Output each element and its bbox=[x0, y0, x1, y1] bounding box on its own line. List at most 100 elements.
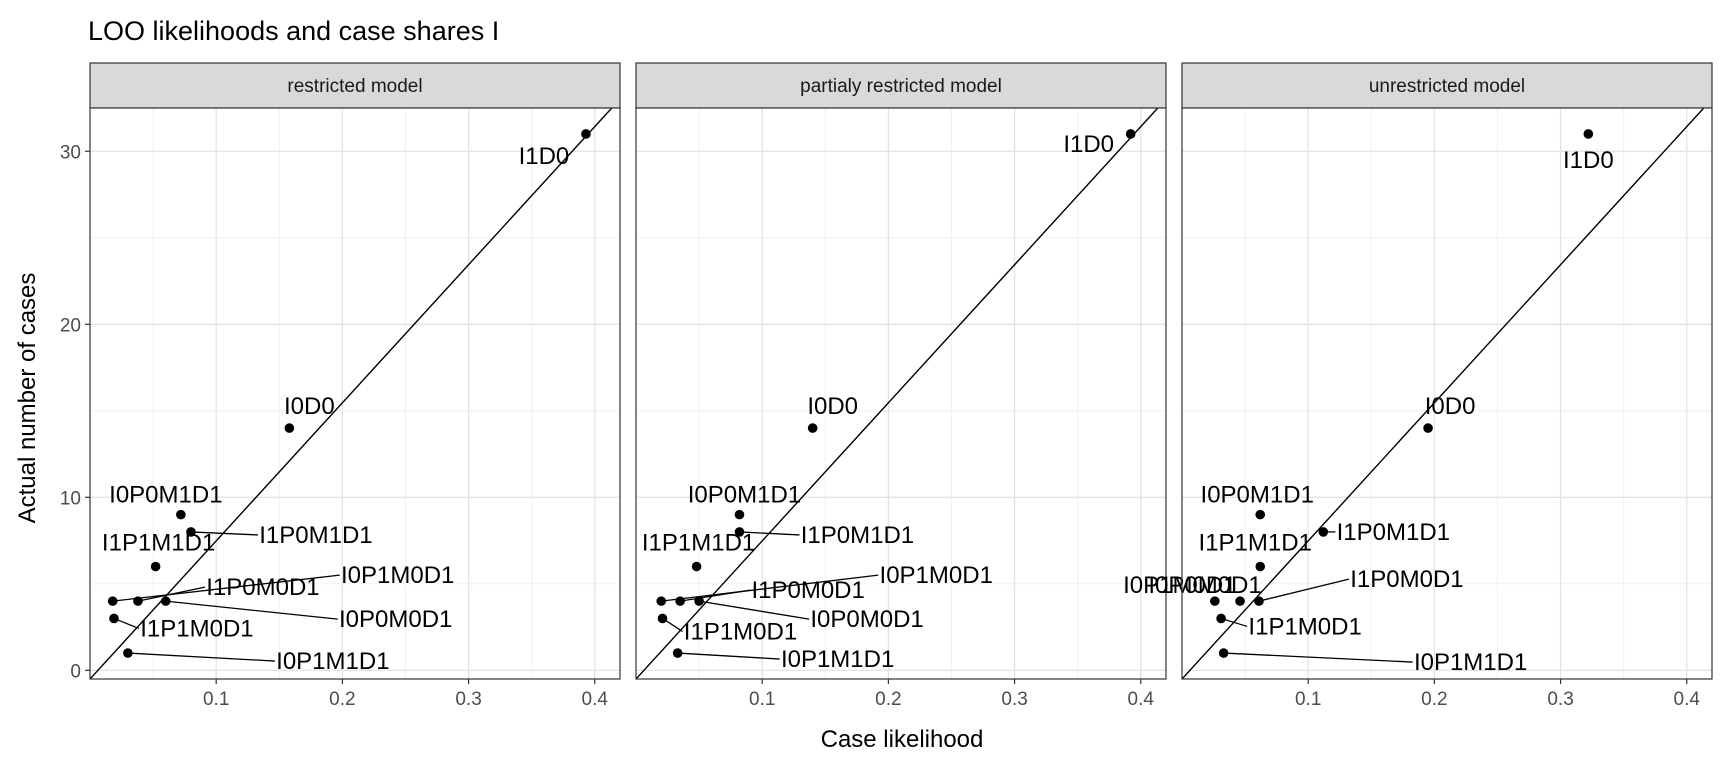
facet-strip bbox=[635, 62, 1167, 109]
point-label: I0P1M1D1 bbox=[276, 648, 389, 675]
point-label: I0P0M1D1 bbox=[109, 482, 222, 509]
x-tick-label: 0.1 bbox=[203, 689, 229, 710]
facet-strip bbox=[1181, 62, 1713, 109]
point-label: I1P0M1D1 bbox=[259, 522, 372, 549]
data-point bbox=[107, 596, 118, 606]
data-point bbox=[186, 527, 196, 537]
data-point bbox=[1254, 596, 1264, 606]
point-label: I0D0 bbox=[1425, 393, 1476, 420]
data-point bbox=[1255, 561, 1266, 572]
x-tick-label: 0.2 bbox=[875, 689, 901, 710]
point-label: I0P1M1D1 bbox=[1414, 649, 1527, 676]
point-label: I1D0 bbox=[1563, 147, 1614, 174]
facet-strip-label: partialy restricted model bbox=[800, 76, 1002, 97]
point-label: I1P1M0D1 bbox=[140, 615, 253, 642]
point-label: I1P1M1D1 bbox=[642, 530, 755, 557]
data-point bbox=[176, 509, 186, 520]
data-point bbox=[1255, 509, 1266, 520]
data-point bbox=[581, 129, 591, 139]
panel-border bbox=[1181, 107, 1713, 680]
reference-line bbox=[90, 108, 613, 679]
point-label: I0P0M1D1 bbox=[1201, 482, 1314, 509]
x-tick-label: 0.3 bbox=[1001, 689, 1027, 710]
x-tick-label: 0.2 bbox=[329, 689, 355, 710]
point-label: I0D0 bbox=[284, 393, 335, 420]
data-point bbox=[672, 648, 683, 658]
label-leader-line bbox=[112, 574, 340, 602]
label-leader-line bbox=[165, 600, 338, 620]
label-leader-line bbox=[190, 531, 258, 536]
facet-panels: restricted modelI1D0I0D0I0P0M1D1I1P0M1D1… bbox=[60, 62, 1713, 710]
label-leader-line bbox=[677, 652, 780, 660]
point-label: I1P0M1D1 bbox=[1337, 519, 1450, 546]
point-label: I0P1M0D1 bbox=[1123, 572, 1236, 599]
data-point bbox=[123, 648, 133, 658]
point-label: I1D0 bbox=[1063, 131, 1114, 158]
y-tick-label: 20 bbox=[60, 315, 81, 336]
point-label: I0P1M0D1 bbox=[880, 562, 993, 589]
point-label: I1P1M1D1 bbox=[1199, 530, 1312, 557]
data-point bbox=[807, 423, 818, 433]
data-point bbox=[734, 509, 745, 520]
facet-panel: restricted model I1D0 I0D0 I0P0M1D1 I1P0M1D1… bbox=[60, 62, 621, 710]
data-point bbox=[1583, 129, 1594, 139]
y-tick-label: 30 bbox=[60, 142, 81, 163]
point-label: I0P0M0D1 bbox=[1148, 572, 1261, 599]
label-leader-line bbox=[739, 531, 800, 536]
data-point bbox=[109, 613, 119, 624]
x-tick-label: 0.4 bbox=[582, 689, 609, 710]
data-point bbox=[1218, 648, 1229, 658]
data-point bbox=[1318, 527, 1329, 537]
x-axis-label: Case likelihood bbox=[821, 726, 984, 753]
point-label: I1P1M1D1 bbox=[102, 530, 215, 557]
data-point bbox=[284, 423, 295, 433]
data-point bbox=[1423, 423, 1433, 433]
point-label: I1P0M0D1 bbox=[751, 577, 864, 604]
panel-background bbox=[90, 108, 620, 679]
data-point bbox=[150, 561, 161, 572]
panel-border bbox=[89, 107, 621, 680]
facet-strip bbox=[89, 62, 621, 109]
reference-line bbox=[1182, 108, 1705, 679]
x-tick-label: 0.4 bbox=[1674, 689, 1701, 710]
point-label: I0P1M1D1 bbox=[781, 646, 894, 673]
x-tick-label: 0.1 bbox=[749, 689, 775, 710]
point-label: I1D0 bbox=[519, 143, 570, 170]
label-leader-line bbox=[1258, 578, 1350, 602]
data-point bbox=[675, 596, 685, 606]
point-label: I0P1M0D1 bbox=[341, 562, 454, 589]
x-tick-label: 0.1 bbox=[1295, 689, 1321, 710]
panel-border bbox=[635, 107, 1167, 680]
data-point bbox=[160, 596, 171, 606]
x-tick-label: 0.4 bbox=[1128, 689, 1155, 710]
panel-background bbox=[636, 108, 1166, 679]
point-label: I0P0M0D1 bbox=[810, 606, 923, 633]
label-leader-line bbox=[127, 652, 275, 662]
point-label: I1P1M0D1 bbox=[1248, 613, 1361, 640]
chart-title: LOO likelihoods and case shares I bbox=[88, 16, 499, 46]
x-tick-label: 0.2 bbox=[1421, 689, 1447, 710]
data-point bbox=[691, 561, 702, 572]
point-label: I1P1M0D1 bbox=[684, 618, 797, 645]
facet-panel: partialy restricted model I1D0 I0D0 I0P0M1D… bbox=[635, 62, 1167, 710]
data-point bbox=[1216, 613, 1226, 624]
point-label: I0P0M1D1 bbox=[688, 482, 801, 509]
facet-strip-label: restricted model bbox=[287, 76, 422, 97]
data-point bbox=[694, 596, 704, 606]
facet-strip-label: unrestricted model bbox=[1369, 76, 1525, 97]
data-point bbox=[1235, 596, 1245, 606]
y-tick-label: 0 bbox=[70, 661, 81, 682]
point-label: I1P0M0D1 bbox=[206, 574, 319, 601]
point-label: I0D0 bbox=[807, 393, 858, 420]
label-leader-line bbox=[1223, 652, 1413, 663]
label-leader-line bbox=[698, 600, 810, 620]
data-point bbox=[1210, 596, 1220, 606]
x-tick-label: 0.3 bbox=[1547, 689, 1573, 710]
point-label: I1P0M1D1 bbox=[801, 522, 914, 549]
facet-panel: unrestricted model I1D0 I0D0 I0P0M1D1 I1P0M1… bbox=[1123, 62, 1713, 710]
data-point bbox=[1125, 129, 1136, 139]
x-tick-label: 0.3 bbox=[455, 689, 481, 710]
data-point bbox=[656, 596, 667, 606]
